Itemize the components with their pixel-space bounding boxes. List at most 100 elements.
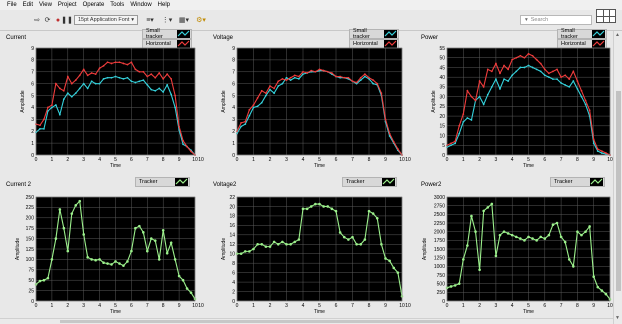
x-tick-label: 3 [495,157,498,163]
search-input[interactable]: ▾ Search [520,15,592,25]
data-point [486,93,489,96]
x-tick-label: 9 [178,157,181,163]
data-point [454,140,457,143]
x-tick-label: 1 [462,303,465,309]
menu-operate[interactable]: Operate [82,2,105,8]
x-tick-label: 3 [82,303,85,309]
data-point [114,75,117,78]
scroll-thumb-horizontal[interactable] [60,320,460,323]
waveform-chart-5[interactable]: Voltage2 Tracker 0 2 4 6 8 10 12 14 16 18 20 22 0 1 2 3 4 5… [213,177,411,320]
chart-legend[interactable]: Tracker [550,177,605,187]
x-tick-label: 5 [114,303,117,309]
data-point [161,228,165,232]
data-point [142,70,145,73]
horizontal-scrollbar[interactable] [0,318,613,324]
x-tick-label: 7 [351,157,354,163]
data-point [539,62,542,65]
y-tick-label: 5 [442,143,445,149]
data-point [318,68,321,71]
data-point [281,78,284,80]
chart-title: Power [421,35,439,41]
y-tick-label: 8 [232,58,235,64]
y-tick-label: 0 [232,299,235,305]
scroll-down-icon[interactable]: ▼ [615,315,620,321]
waveform-chart-1[interactable]: Current Small tracker Horizontal 0 1 2 3 4 5 6 7 8 9… [6,28,204,175]
legend-item[interactable]: Tracker [342,177,397,187]
font-selector[interactable]: 15pt Application Font ▾ [74,15,138,25]
legend-item[interactable]: Tracker [550,177,605,187]
waveform-chart-2[interactable]: Voltage Small tracker Horizontal 0 1 2 3 4 5 6 7 8 9… [213,28,411,175]
data-point [519,54,522,57]
data-point [289,76,292,79]
resize-icon[interactable]: ▦▾ [178,17,190,24]
data-point [359,79,362,81]
menu-view[interactable]: View [39,2,52,8]
vertical-scrollbar[interactable]: ▲ ▼ [613,31,622,324]
x-tick-label: 8 [576,303,579,309]
y-tick-label: 2500 [434,212,445,218]
data-point [580,95,583,98]
menu-tools[interactable]: Tools [110,2,125,8]
menu-file[interactable]: File [7,2,17,8]
data-point [363,75,366,78]
y-tick-label: 30 [439,94,445,100]
legend-item[interactable]: Small tracker [142,28,192,40]
data-point [372,79,375,81]
waveform-chart-6[interactable]: Power2 Tracker 0 250 500 750 1000 1250 1500 1750 2… [421,177,619,320]
data-point [302,73,304,76]
data-point [543,68,546,71]
data-point [596,150,599,153]
x-tick-label: 0 [446,303,449,309]
scroll-thumb[interactable] [616,91,621,291]
distribute-icon[interactable]: ⋮▾ [161,17,173,24]
chart-legend[interactable]: Tracker [342,177,397,187]
legend-item[interactable]: Small tracker [557,28,607,40]
chart-legend[interactable]: Tracker [135,177,190,187]
y-axis-label: Amplitude [221,90,227,112]
data-point [182,143,184,146]
scroll-up-icon[interactable]: ▲ [615,32,620,38]
data-point [454,142,457,145]
menu-window[interactable]: Window [130,2,152,8]
chart-legend[interactable]: Small tracker Horizontal [557,28,607,49]
data-point [576,80,579,82]
pause-icon[interactable]: ❚❚ [61,17,73,24]
y-tick-label: 35 [439,85,445,91]
data-point [302,70,304,73]
data-point [588,109,591,112]
x-tick-label: 0 [236,157,239,163]
data-point [371,212,375,215]
run-continuous-icon[interactable]: ⟳ [44,17,51,24]
run-arrow-icon[interactable]: ⇨ [34,17,40,24]
y-axis-label: Amplitude [422,238,428,260]
menu-help[interactable]: Help [157,2,170,8]
waveform-chart-3[interactable]: Power Small tracker Horizontal 0 5 10 15 20 25 30… [421,28,619,175]
x-tick-label: 2 [478,303,481,309]
data-point [572,80,575,82]
data-point [568,78,571,81]
data-point [531,66,534,69]
reorder-icon[interactable]: ⚙▾ [196,17,206,24]
data-point [122,264,125,267]
data-point [322,205,325,208]
waveform-chart-4[interactable]: Current 2 Tracker 0 25 50 75 100 125 150 175 200 22… [6,177,204,320]
menu-edit[interactable]: Edit [22,2,34,8]
align-icon[interactable]: ≡▾ [146,17,154,24]
menu-project[interactable]: Project [57,2,77,8]
abort-icon[interactable]: ● [55,16,61,24]
y-tick-label: 6 [232,270,235,276]
y-tick-label: 2 [31,129,34,135]
legend-item[interactable]: Tracker [135,177,190,187]
data-point [46,276,50,280]
data-point [269,88,271,91]
data-point [134,226,137,230]
data-point [380,242,383,246]
data-point [306,72,309,74]
y-tick-label: 750 [437,273,446,279]
plot-border [236,47,403,156]
legend-item[interactable]: Small tracker [349,28,399,40]
x-tick-label: 10 [607,303,613,309]
data-point [98,258,101,261]
data-point [600,289,604,292]
